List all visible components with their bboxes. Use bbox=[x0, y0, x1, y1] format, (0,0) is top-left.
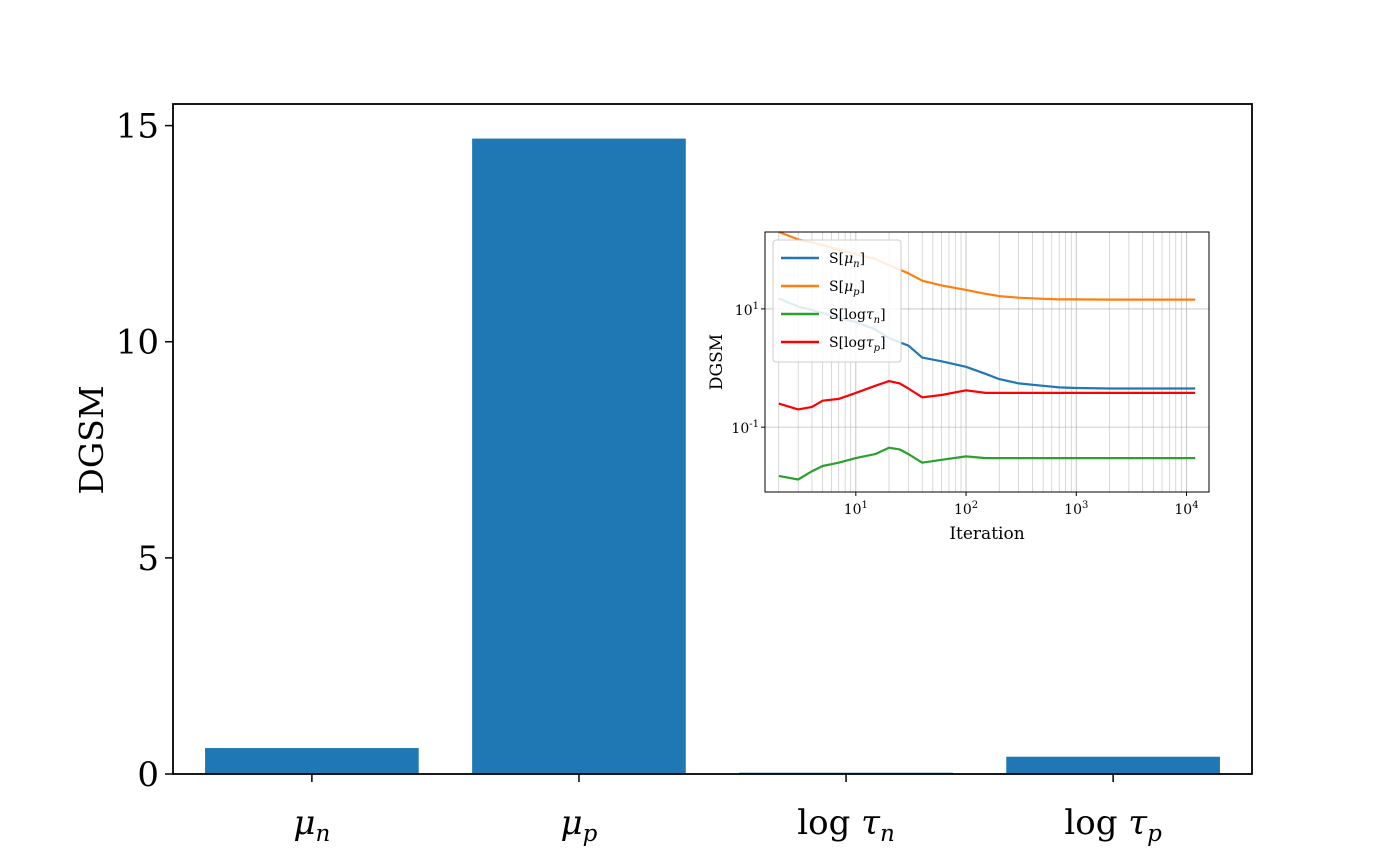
main-plot-frame bbox=[172, 103, 1253, 775]
x-tick-label: μn bbox=[293, 803, 330, 847]
inset-plot-frame bbox=[764, 231, 1210, 493]
x-axis-ticks: μn μp log τn log τp bbox=[293, 774, 1162, 847]
main-y-axis-label: DGSM bbox=[72, 385, 111, 494]
inset-line-chart: 101 102 103 104 10-1 101 Iteration DGSM S[μn… bbox=[707, 230, 1210, 544]
legend-entry: S[logτn] bbox=[829, 307, 886, 326]
y-tick-label: 0 bbox=[137, 755, 159, 795]
inset-y-tick-label: 10-1 bbox=[731, 419, 759, 437]
inset-y-tick-label: 101 bbox=[735, 301, 759, 319]
y-tick-label: 10 bbox=[116, 323, 159, 363]
inset-x-axis-ticks: 101 102 103 104 bbox=[844, 492, 1199, 518]
legend-box bbox=[772, 239, 902, 363]
inset-x-tick-label: 103 bbox=[1064, 500, 1088, 518]
inset-legend: S[μn] S[μp] S[logτn] S[logτp] bbox=[772, 239, 902, 363]
legend-entry: S[μp] bbox=[829, 279, 865, 298]
bar bbox=[205, 748, 419, 774]
x-tick-label: log τn bbox=[797, 803, 895, 847]
inset-x-tick-label: 102 bbox=[954, 500, 978, 518]
bar bbox=[1006, 756, 1220, 774]
inset-y-axis-label: DGSM bbox=[707, 334, 727, 390]
y-axis-ticks: 0 5 10 15 bbox=[116, 107, 173, 795]
series-line bbox=[778, 380, 1196, 411]
legend-entry: S[μn] bbox=[829, 251, 865, 270]
inset-x-axis-label: Iteration bbox=[949, 524, 1024, 544]
y-tick-label: 15 bbox=[116, 107, 159, 147]
legend-entry: S[logτp] bbox=[829, 335, 886, 354]
bar-series bbox=[205, 138, 1220, 775]
inset-y-axis-ticks: 10-1 101 bbox=[731, 301, 765, 437]
inset-x-tick-label: 101 bbox=[844, 500, 868, 518]
series-line bbox=[778, 446, 1196, 481]
main-bar-chart: 0 5 10 15 μn μp log τn log τp DGSM bbox=[72, 103, 1253, 847]
x-tick-label: log τp bbox=[1064, 803, 1162, 847]
bar bbox=[472, 138, 686, 775]
x-tick-label: μp bbox=[561, 803, 598, 847]
inset-x-tick-label: 104 bbox=[1174, 500, 1198, 518]
y-tick-label: 5 bbox=[137, 539, 159, 579]
